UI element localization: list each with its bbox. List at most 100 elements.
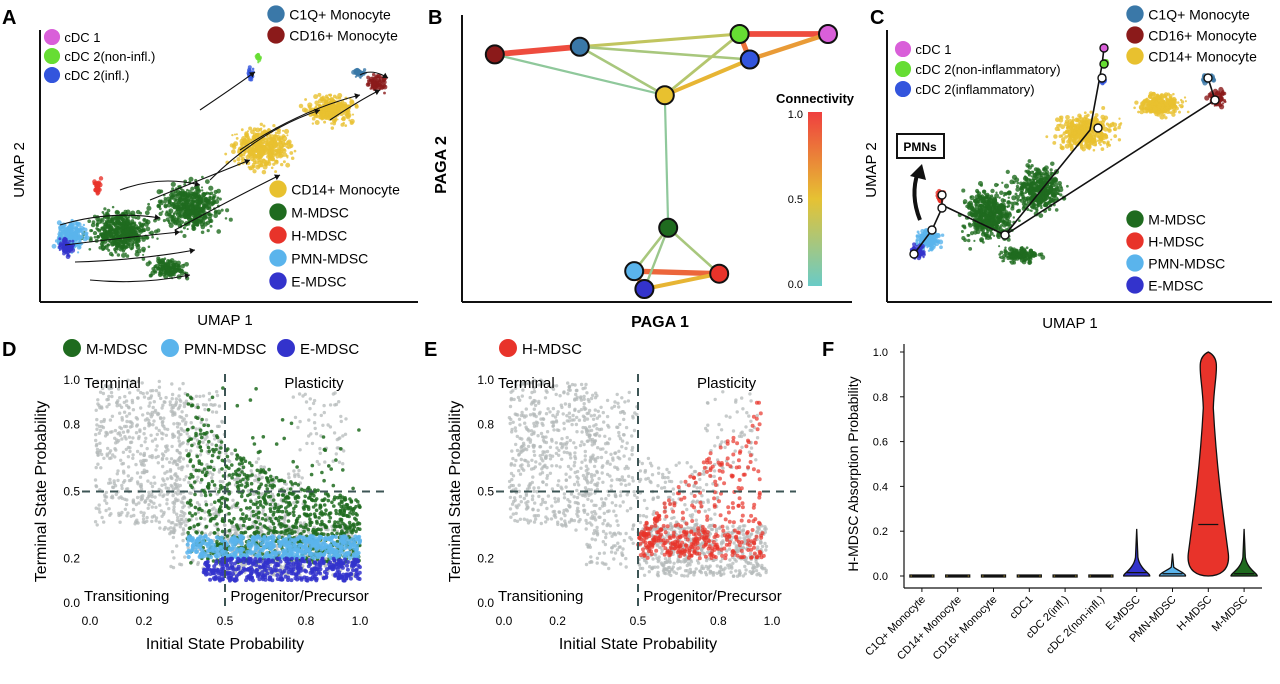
panel-f-violins xyxy=(909,351,1258,578)
trajectory-node-8 xyxy=(1099,59,1109,69)
violin-h-mdsc xyxy=(1187,351,1230,577)
velocity-arrowhead-7 xyxy=(354,93,360,100)
panel-e: E H-MDSC 0.0 0.2 0.5 0.8 1.0 0.0 0.2 0.5 0.8 1.0 I… xyxy=(424,339,796,653)
panel-e-xtick-1: 0.0 xyxy=(496,614,513,628)
panel-a-letter: A xyxy=(2,7,16,29)
trajectory-path-1 xyxy=(913,195,943,255)
legend-a-swatch-e-mdsc xyxy=(269,272,287,290)
velocity-stream-9 xyxy=(199,71,256,111)
paga-edge-cd14-cdc2-infl xyxy=(664,57,751,98)
paga-edge-emdsc-hmdsc xyxy=(643,271,720,291)
panel-d: D M-MDSC PMN-MDSC E-MDSC 0.0 0.2 0.5 0.8 1.00.… xyxy=(2,339,384,653)
legend-c-swatch-e-mdsc xyxy=(1126,276,1144,294)
violin-e-mdsc xyxy=(1123,528,1151,577)
panel-d-points-e-mdsc xyxy=(201,556,362,583)
panel-c-legend-top-right: C1Q+ Monocyte CD16+ Monocyte CD14+ Monocyt… xyxy=(1126,5,1257,65)
paga-edges xyxy=(494,31,829,291)
trajectory-node-3 xyxy=(937,203,947,213)
cluster-cdc2-noninfl-a xyxy=(254,52,262,64)
trajectory-node-5 xyxy=(1000,230,1010,240)
legend-a-swatch-pmn-mdsc xyxy=(269,249,287,267)
paga-edge-mmdsc-hmdsc xyxy=(667,226,721,275)
paga-node-hmdsc xyxy=(709,263,730,284)
cluster-emdsc-c xyxy=(909,242,926,261)
legend-a-label-cdc-2-infl: cDC 2(infl.) xyxy=(64,68,129,83)
panel-e-points-h-mdsc xyxy=(636,400,766,561)
legend-c-label-c1q-monocyte: C1Q+ Monocyte xyxy=(1148,7,1250,23)
panel-d-xtick-4: 0.8 xyxy=(298,614,315,628)
panel-d-axes: 0.0 0.2 0.5 0.8 1.0 0.0 0.2 0.5 0.8 1.0 Initial St… xyxy=(33,373,384,653)
violin-pmn-mdsc xyxy=(1158,553,1187,577)
panel-d-xtick-3: 0.5 xyxy=(217,614,234,628)
trajectory-node-7 xyxy=(1097,73,1107,83)
cluster-emdsc-a xyxy=(57,236,76,259)
panel-d-quad-progenitor: Progenitor/Precursor xyxy=(230,588,368,605)
velocity-arrowhead-9 xyxy=(249,72,255,78)
panel-a-umap-points xyxy=(51,52,388,281)
paga-edge-pmn-hmdsc xyxy=(634,268,720,277)
cluster-cd14-c1 xyxy=(1045,106,1123,152)
legend-a-label-h-mdsc: H-MDSC xyxy=(291,228,347,244)
velocity-arrowhead-12 xyxy=(184,273,190,279)
pmns-arrow xyxy=(912,171,922,221)
panel-e-xtick-3: 0.5 xyxy=(630,614,647,628)
cluster-cd14-a1 xyxy=(224,122,297,175)
panel-d-xtick-1: 0.0 xyxy=(82,614,99,628)
panel-e-axes: 0.0 0.2 0.5 0.8 1.0 0.0 0.2 0.5 0.8 1.0 Initial St… xyxy=(447,373,796,653)
panel-c-trajectory xyxy=(909,43,1220,259)
panel-f-xtick-m-mdsc: M-MDSC xyxy=(1210,594,1250,634)
trajectory-node-10 xyxy=(1210,95,1220,105)
legend-a-label-m-mdsc: M-MDSC xyxy=(291,205,349,221)
panel-c-y-label: UMAP 2 xyxy=(863,142,880,198)
legend-c-swatch-m-mdsc xyxy=(1126,210,1144,228)
velocity-stream-7 xyxy=(239,94,361,151)
paga-node-cdc2-infl xyxy=(739,49,760,70)
pmns-arrowhead xyxy=(910,164,926,180)
paga-node-cd14 xyxy=(654,85,675,106)
trajectory-node-9 xyxy=(1099,43,1109,53)
panel-d-legend-label-e-mdsc: E-MDSC xyxy=(300,341,359,358)
panel-a-x-label: UMAP 1 xyxy=(197,312,253,329)
trajectory-node-11 xyxy=(1203,73,1213,83)
velocity-arrowhead-5 xyxy=(274,174,280,181)
legend-c-swatch-cd14-monocyte xyxy=(1126,47,1144,65)
legend-a-swatch-cd14-monocyte xyxy=(269,180,287,198)
panel-d-legend-swatch-pmn-mdsc xyxy=(161,339,179,357)
panel-c-x-label: UMAP 1 xyxy=(1042,315,1098,332)
paga-edge-c1q-cdc2-noninfl xyxy=(579,32,740,49)
colorbar xyxy=(808,112,822,286)
panel-e-xtick-4: 0.8 xyxy=(710,614,727,628)
legend-c-swatch-cd16-monocyte xyxy=(1126,26,1144,44)
cluster-mmdsc-a1 xyxy=(79,205,161,261)
panel-f-letter: F xyxy=(822,339,834,361)
legend-c-label-cdc-2-inflammatory: cDC 2(inflammatory) xyxy=(915,82,1034,97)
legend-c-swatch-c1q-monocyte xyxy=(1126,5,1144,23)
velocity-stream-3 xyxy=(74,249,196,263)
panel-e-y-label: Terminal State Probability xyxy=(447,401,464,582)
panel-d-quad-transitioning: Transitioning xyxy=(84,588,169,605)
legend-c-label-cd14-monocyte: CD14+ Monocyte xyxy=(1148,49,1257,65)
pmns-label: PMNs xyxy=(903,140,937,154)
panel-d-points xyxy=(93,378,363,583)
panel-d-legend: M-MDSC PMN-MDSC E-MDSC xyxy=(63,339,359,358)
legend-c-swatch-h-mdsc xyxy=(1126,232,1144,250)
paga-edge-cdc2-infl-cdc1 xyxy=(749,31,829,62)
velocity-stream-2 xyxy=(64,231,181,246)
paga-nodes xyxy=(484,24,838,299)
pmns-box xyxy=(896,133,945,159)
cluster-hmdsc-a xyxy=(92,176,104,196)
paga-edge-cd14-cdc2-noninfl xyxy=(663,32,741,97)
violin-m-mdsc xyxy=(1230,528,1258,577)
velocity-stream-1 xyxy=(59,214,161,226)
trajectory-node-1 xyxy=(909,249,919,259)
colorbar-tick-1: 1.0 xyxy=(788,109,803,121)
paga-node-mmdsc xyxy=(658,217,679,238)
panel-e-quad-progenitor: Progenitor/Precursor xyxy=(643,588,781,605)
paga-edge-cd16-c1q xyxy=(494,43,581,58)
legend-c-label-h-mdsc: H-MDSC xyxy=(1148,234,1204,250)
panel-d-ytick-2: 0.2 xyxy=(63,551,80,565)
panel-f: F 0.0 0.2 0.4 0.6 0.8 1.0 H-MDSC Absorption Pr… xyxy=(822,339,1262,662)
velocity-arrowhead-4 xyxy=(244,159,250,165)
panel-c-legend-bottom-right: M-MDSC H-MDSC PMN-MDSC E-MDSC xyxy=(1126,210,1225,294)
